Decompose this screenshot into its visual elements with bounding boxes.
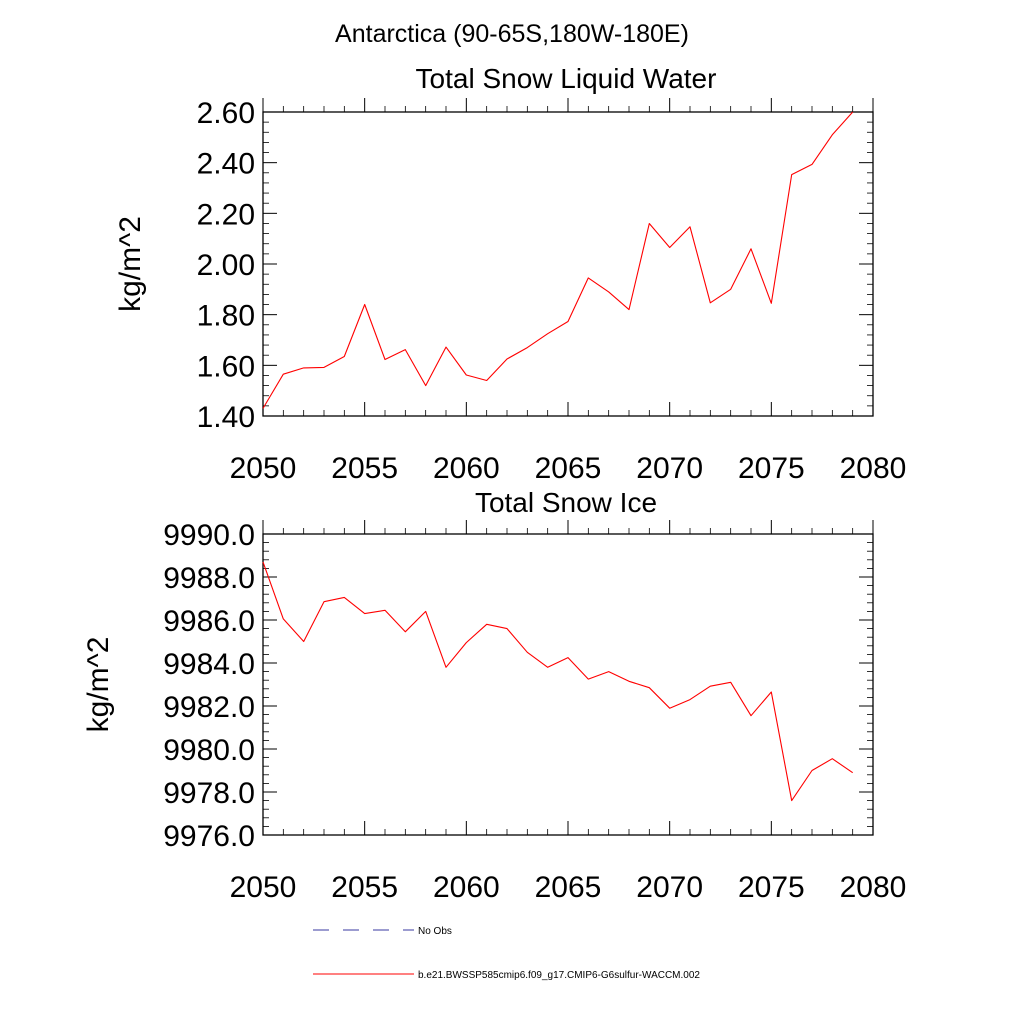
y-tick-label: 1.40 bbox=[197, 401, 255, 434]
y-tick-label: 9976.0 bbox=[163, 820, 255, 853]
y-tick-label: 2.20 bbox=[197, 198, 255, 231]
legend-label-no-obs: No Obs bbox=[418, 926, 452, 937]
y-tick-label: 9986.0 bbox=[163, 605, 255, 638]
plot-frame bbox=[262, 533, 874, 836]
y-tick-label: 2.00 bbox=[197, 249, 255, 282]
x-tick-label: 2065 bbox=[535, 452, 602, 485]
y-tick-label: 9988.0 bbox=[163, 562, 255, 595]
x-tick-label: 2050 bbox=[230, 871, 297, 904]
y-tick-label: 9978.0 bbox=[163, 777, 255, 810]
x-tick-label: 2080 bbox=[840, 452, 907, 485]
y-tick-label: 9984.0 bbox=[163, 648, 255, 681]
x-tick-label: 2075 bbox=[738, 871, 805, 904]
x-tick-label: 2080 bbox=[840, 871, 907, 904]
plot-frame bbox=[262, 111, 874, 417]
x-tick-label: 2055 bbox=[331, 452, 398, 485]
x-tick-label: 2060 bbox=[433, 452, 500, 485]
chart-title: Total Snow Ice bbox=[475, 487, 657, 518]
legend: No Obs b.e21.BWSSP585cmip6.f09_g17.CMIP6… bbox=[313, 926, 700, 981]
y-axis-label: kg/m^2 bbox=[114, 216, 147, 312]
legend-label-model: b.e21.BWSSP585cmip6.f09_g17.CMIP6-G6sulf… bbox=[418, 970, 700, 981]
x-tick-label: 2050 bbox=[230, 452, 297, 485]
series-line bbox=[262, 111, 854, 409]
y-tick-label: 1.60 bbox=[197, 350, 255, 383]
y-tick-label: 2.60 bbox=[197, 97, 255, 130]
x-tick-label: 2075 bbox=[738, 452, 805, 485]
y-tick-label: 1.80 bbox=[197, 300, 255, 333]
x-tick-label: 2055 bbox=[331, 871, 398, 904]
chart-panel-snow-ice: Total Snow Ice kg/m^2 2050 2055 2060 2065 2070… bbox=[82, 487, 906, 904]
x-tick-label: 2060 bbox=[433, 871, 500, 904]
chart-panel-liquid-water: Total Snow Liquid Water kg/m^2 2050 2055 206… bbox=[114, 63, 906, 485]
y-tick-label: 9990.0 bbox=[163, 519, 255, 552]
y-tick-label: 9980.0 bbox=[163, 734, 255, 767]
y-tick-label: 2.40 bbox=[197, 148, 255, 181]
series-line bbox=[262, 561, 854, 802]
figure-title: Antarctica (90-65S,180W-180E) bbox=[335, 20, 689, 48]
chart-title: Total Snow Liquid Water bbox=[416, 63, 717, 94]
y-axis-label: kg/m^2 bbox=[82, 637, 115, 733]
x-tick-label: 2065 bbox=[535, 871, 602, 904]
y-tick-label: 9982.0 bbox=[163, 691, 255, 724]
x-tick-label: 2070 bbox=[636, 452, 703, 485]
x-tick-label: 2070 bbox=[636, 871, 703, 904]
